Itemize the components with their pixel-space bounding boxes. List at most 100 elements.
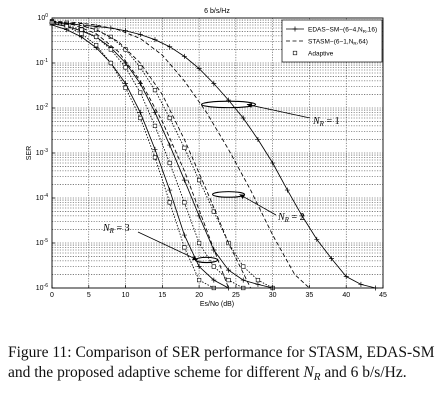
data-point-square — [138, 115, 143, 121]
data-point-square — [197, 177, 202, 183]
x-tick-label: 30 — [269, 292, 277, 299]
data-point-plus — [152, 109, 158, 115]
data-point-plus — [196, 264, 202, 270]
y-tick-label: 10-2 — [36, 103, 48, 112]
data-point-plus — [270, 160, 276, 166]
caption-text: Figure 11: Comparison of SER performance… — [8, 344, 435, 381]
x-tick-label: 45 — [379, 292, 387, 299]
caption-nr: N — [303, 363, 314, 381]
legend-marker-square — [292, 50, 298, 56]
legend-entry-label: STASM−(6−1,NR,64) — [308, 39, 368, 47]
ser-chart: NR = 1 NR = 2 NR = 3 0 5 10 15 20 25 30 35 40 45 100… — [26, 8, 387, 308]
data-point-plus — [123, 81, 129, 87]
data-point-plus — [167, 44, 173, 50]
x-axis-label: Es/No (dB) — [200, 301, 234, 308]
data-point-plus — [211, 277, 217, 283]
data-point-square — [182, 245, 187, 250]
data-point-plus — [152, 146, 158, 152]
annotation-arrow — [246, 104, 311, 119]
x-tick-label: 40 — [342, 292, 350, 299]
data-point-square — [167, 200, 172, 205]
data-point-plus — [240, 277, 246, 283]
data-point-square — [94, 34, 99, 40]
data-point-plus — [181, 53, 187, 59]
annotation-arrow — [239, 194, 277, 216]
data-point-plus — [137, 31, 143, 37]
data-point-plus — [240, 115, 246, 121]
data-point-plus — [196, 66, 202, 72]
figure-caption: Figure 11: Comparison of SER performance… — [8, 343, 438, 387]
data-point-square — [138, 65, 143, 70]
data-point-square — [79, 31, 84, 36]
data-point-plus — [314, 236, 320, 242]
data-point-square — [108, 60, 113, 66]
data-point-square — [94, 42, 99, 48]
x-tick-label: 5 — [87, 292, 91, 299]
data-point-plus — [284, 187, 290, 193]
data-point-plus — [181, 177, 187, 183]
data-point-plus — [211, 81, 217, 87]
data-point-square — [167, 160, 172, 166]
data-point-square — [182, 145, 187, 150]
legend-entry-label: EDAS−SM−(6−4,NR,16) — [308, 27, 377, 35]
data-point-square — [123, 65, 128, 70]
x-tick-label: 20 — [195, 292, 203, 299]
annotation-arrow — [137, 231, 198, 261]
data-point-square — [211, 264, 216, 269]
data-point-square — [197, 240, 202, 246]
data-point-plus — [226, 267, 232, 273]
y-tick-label: 10-1 — [36, 58, 48, 67]
annotation-ellipse — [211, 191, 246, 198]
data-point-square — [226, 277, 231, 283]
annotation-label: NR = 1 — [312, 116, 340, 128]
annotation-arrowhead — [239, 194, 246, 200]
data-point-plus — [299, 213, 305, 219]
data-point-square — [197, 277, 202, 283]
x-tick-label: 15 — [158, 292, 166, 299]
y-axis-label: SER — [26, 146, 33, 160]
data-point-square — [241, 264, 246, 269]
x-tick-label: 0 — [50, 292, 54, 299]
data-point-plus — [167, 142, 173, 148]
data-point-square — [138, 90, 143, 95]
legend: EDAS−SM−(6−4,NR,16) STASM−(6−1,NR,64) Adap… — [281, 19, 383, 63]
series-line-nr2-dashed — [51, 20, 251, 289]
ticks: 0 5 10 15 20 25 30 35 40 45 100 10-1 10-2 10-3 10-4 10-… — [36, 13, 387, 299]
y-tick-label: 10-3 — [36, 148, 48, 157]
data-point-square — [167, 115, 172, 121]
annotation-ellipse — [200, 100, 257, 109]
data-point-square — [123, 47, 128, 52]
data-point-square — [79, 27, 84, 32]
x-tick-label: 25 — [232, 292, 240, 299]
series-line-nr1-dashed — [51, 20, 310, 289]
y-tick-label: 10-4 — [36, 193, 48, 202]
legend-box — [281, 19, 383, 63]
caption-nr-subscript: R — [313, 370, 321, 383]
data-point-plus — [181, 232, 187, 238]
data-point-plus — [358, 281, 364, 287]
data-point-square — [255, 277, 261, 283]
data-point-plus — [255, 136, 261, 142]
data-point-plus — [152, 37, 158, 43]
series-line-nr1-dotted — [51, 20, 273, 289]
annotation-arrowhead — [246, 103, 253, 108]
data-point-square — [182, 200, 187, 205]
data-point-square — [152, 123, 158, 129]
chart-title: 6 b/s/Hz — [204, 8, 230, 15]
caption-suffix: and 6 b/s/Hz. — [320, 363, 407, 381]
annotation-label: NR = 3 — [102, 223, 130, 235]
data-point-square — [94, 27, 99, 32]
data-point-square — [152, 155, 158, 160]
data-point-square — [64, 24, 69, 29]
data-point-plus — [167, 187, 173, 193]
x-tick-label: 10 — [122, 292, 130, 299]
legend-entry-label: Adaptive — [308, 51, 334, 58]
annotation-arrowhead — [192, 255, 198, 261]
y-tick-label: 100 — [37, 13, 48, 22]
data-point-square — [123, 85, 128, 90]
data-point-plus — [255, 281, 261, 287]
data-point-plus — [329, 256, 335, 262]
legend-marker-plus — [292, 26, 298, 32]
y-tick-label: 10-6 — [36, 283, 48, 292]
